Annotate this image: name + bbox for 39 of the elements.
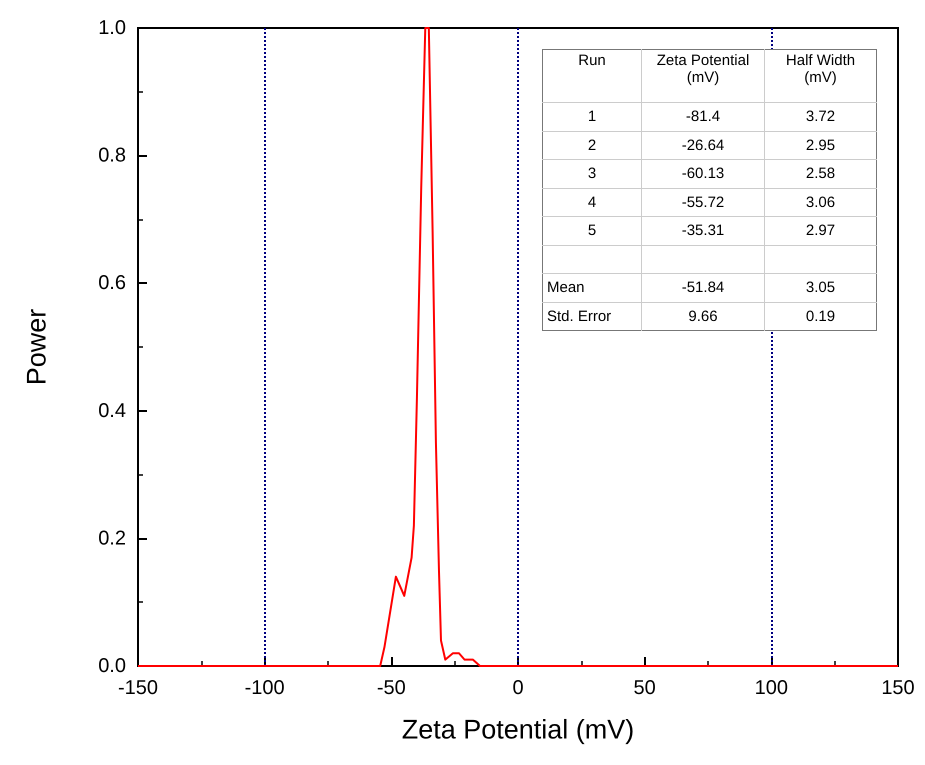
y-tick-label: 0.2 bbox=[98, 527, 126, 550]
annotation: 9.66 bbox=[642, 302, 764, 330]
annotation: -60.13 bbox=[642, 160, 764, 188]
annotation: 2 bbox=[542, 131, 642, 160]
x-tick-label: 100 bbox=[754, 677, 788, 699]
annotation: 3.05 bbox=[764, 274, 876, 302]
annotation: -35.31 bbox=[642, 216, 764, 245]
annotation: 3.72 bbox=[764, 102, 876, 131]
annotation: -81.4 bbox=[642, 102, 764, 131]
annotation: 2.58 bbox=[764, 160, 876, 188]
annotation: 5 bbox=[542, 216, 642, 245]
y-tick-label: 1.0 bbox=[98, 17, 126, 39]
annotation: -26.64 bbox=[642, 131, 764, 160]
x-tick-label: -150 bbox=[118, 677, 158, 699]
x-axis-title: Zeta Potential (mV) bbox=[402, 714, 634, 744]
y-tick-label: 0.8 bbox=[98, 144, 126, 167]
annotation: Zeta Potential (mV) bbox=[642, 50, 764, 102]
annotation: Mean bbox=[542, 274, 642, 302]
x-tick-label: 50 bbox=[634, 677, 656, 699]
y-tick-label: 0.4 bbox=[98, 400, 126, 422]
annotation: Half Width (mV) bbox=[784, 51, 856, 88]
y-axis-title: Power bbox=[22, 308, 52, 386]
annotation: Std. Error bbox=[542, 302, 642, 330]
y-tick-label: 0.6 bbox=[98, 272, 126, 294]
annotation: -55.72 bbox=[642, 188, 764, 216]
annotation: -51.84 bbox=[642, 274, 764, 302]
annotation: 1 bbox=[542, 102, 642, 131]
annotation: 4 bbox=[542, 188, 642, 216]
annotation: 2.95 bbox=[764, 131, 876, 160]
x-tick-label: 0 bbox=[512, 677, 524, 699]
annotation: 3 bbox=[542, 160, 642, 188]
x-tick-label: -100 bbox=[244, 677, 285, 699]
annotation: 3.06 bbox=[764, 188, 876, 216]
y-tick-label: 0.0 bbox=[98, 655, 126, 677]
annotation: 2.97 bbox=[764, 216, 876, 245]
annotation: 0.19 bbox=[764, 302, 876, 330]
x-tick-label: -50 bbox=[376, 677, 406, 699]
annotation: Run bbox=[542, 50, 642, 102]
x-tick-label: 150 bbox=[881, 677, 915, 699]
